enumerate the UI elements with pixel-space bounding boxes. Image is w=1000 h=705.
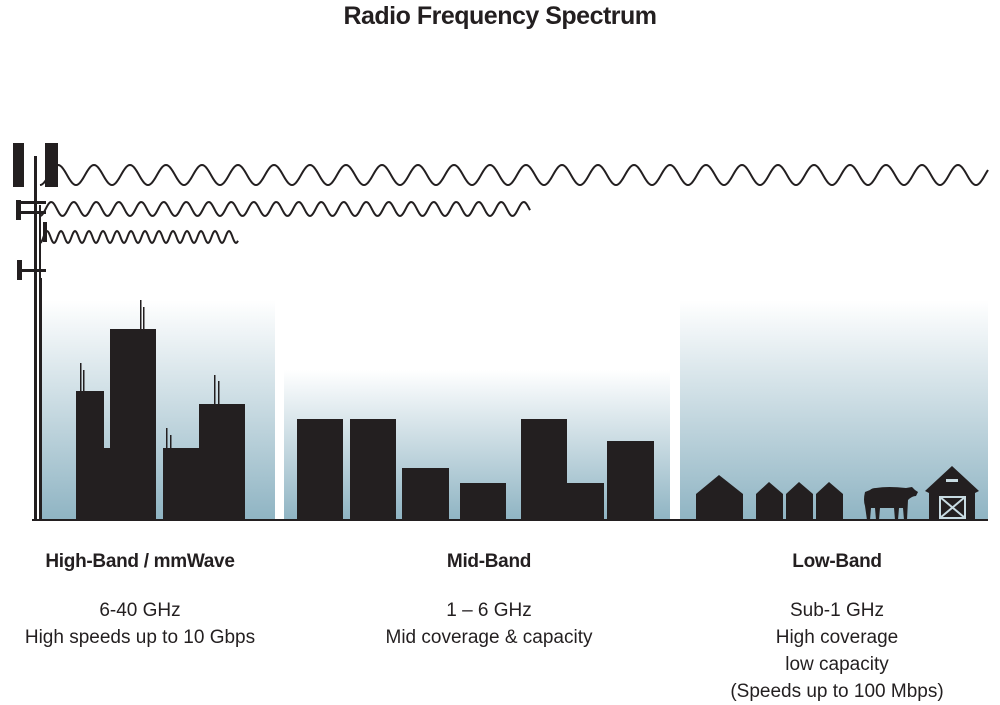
cow-icon [864,487,918,520]
ground-line [32,519,988,521]
band-name: Mid-Band [446,551,532,572]
cell-tower-icon [13,143,58,521]
band-detail: High speeds up to 10 Gbps [24,627,256,648]
barn-icon [925,466,979,520]
band-name: Low-Band [792,551,882,572]
band-detail: low capacity [785,654,889,675]
diagram-title: Radio Frequency Spectrum [343,2,657,30]
mid-band-wave [39,200,531,218]
band-name: High-Band / mmWave [45,551,235,572]
band-detail: Sub-1 GHz [790,600,884,621]
high-band-wave [39,229,239,245]
band-detail: (Speeds up to 100 Mbps) [730,681,944,702]
rural-houses [696,475,843,520]
suburban-buildings [297,419,654,520]
high-band-label: High-Band / mmWave 6-40 GHz High speeds … [0,548,300,651]
band-detail: High coverage [775,627,899,648]
mid-band-label: Mid-Band 1 – 6 GHz Mid coverage & capaci… [329,548,649,651]
city-skyscrapers [76,300,245,520]
band-detail: 6-40 GHz [99,600,181,621]
band-detail: Mid coverage & capacity [385,627,593,648]
low-band-wave [39,163,989,187]
band-detail: 1 – 6 GHz [446,600,532,621]
low-band-label: Low-Band Sub-1 GHz High coverage low cap… [677,548,997,705]
